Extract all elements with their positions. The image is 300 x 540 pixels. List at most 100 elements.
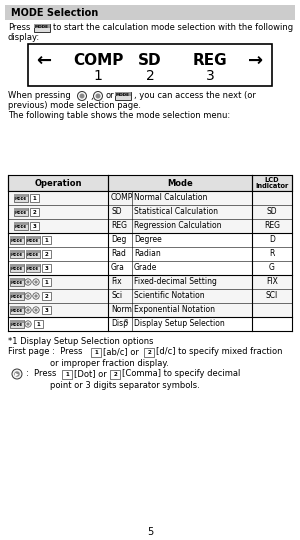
Text: MODE: MODE [11,295,23,299]
FancyBboxPatch shape [110,369,120,379]
FancyBboxPatch shape [8,191,292,205]
Text: MODE: MODE [11,281,23,285]
Text: 1: 1 [33,195,36,200]
FancyBboxPatch shape [42,306,51,314]
Text: →: → [248,52,264,70]
Text: Gra: Gra [111,264,125,273]
Circle shape [26,308,30,312]
Text: D: D [269,235,275,245]
Text: [Dot] or: [Dot] or [74,369,107,379]
FancyBboxPatch shape [91,348,101,356]
FancyBboxPatch shape [34,320,43,328]
Text: 1: 1 [37,321,41,327]
Text: MODE: MODE [27,267,39,271]
FancyBboxPatch shape [10,236,24,244]
Text: ,: , [90,91,93,100]
Text: MODE: MODE [11,267,23,271]
Circle shape [25,293,31,299]
FancyBboxPatch shape [10,320,24,323]
Text: 3: 3 [45,307,48,313]
FancyBboxPatch shape [42,236,51,244]
Text: point or 3 digits separator symbols.: point or 3 digits separator symbols. [50,381,200,389]
Text: SCI: SCI [266,292,278,300]
Text: Sci: Sci [111,292,122,300]
FancyBboxPatch shape [42,278,51,286]
Text: REG: REG [111,221,127,231]
Text: Degree: Degree [134,235,162,245]
Text: 3: 3 [206,69,214,83]
FancyBboxPatch shape [34,24,50,28]
Text: Grade: Grade [134,264,158,273]
Text: 1: 1 [45,238,48,242]
Text: R: R [269,249,275,259]
Text: 2: 2 [113,372,117,376]
Text: *1 Display Setup Selection options: *1 Display Setup Selection options [8,336,154,346]
Circle shape [25,279,31,285]
FancyBboxPatch shape [5,5,295,20]
Text: previous) mode selection page.: previous) mode selection page. [8,102,141,111]
Text: Normal Calculation: Normal Calculation [134,193,207,202]
Text: or improper fraction display.: or improper fraction display. [50,359,169,368]
FancyBboxPatch shape [10,264,24,272]
Text: :  Press: : Press [26,369,56,379]
FancyBboxPatch shape [28,44,272,86]
Text: First page :  Press: First page : Press [8,348,82,356]
Circle shape [34,294,38,298]
Text: Display Setup Selection: Display Setup Selection [134,320,225,328]
Text: 1: 1 [94,69,102,83]
Text: SD: SD [138,53,162,68]
Circle shape [25,307,31,313]
FancyBboxPatch shape [10,292,24,295]
Text: to start the calculation mode selection with the following: to start the calculation mode selection … [53,24,293,32]
Text: SD: SD [267,207,277,217]
Text: 3: 3 [33,224,36,228]
Text: Regression Calculation: Regression Calculation [134,221,221,231]
Circle shape [25,321,31,327]
Circle shape [33,307,39,313]
FancyBboxPatch shape [10,250,24,253]
FancyBboxPatch shape [8,317,292,331]
FancyBboxPatch shape [30,222,39,230]
FancyBboxPatch shape [8,275,292,289]
Text: MODE: MODE [116,93,130,97]
FancyBboxPatch shape [8,175,292,191]
Text: [Comma] to specify decimal: [Comma] to specify decimal [122,369,240,379]
Text: Radian: Radian [134,249,161,259]
Text: ←: ← [36,52,52,70]
Text: Deg: Deg [111,235,126,245]
Circle shape [94,91,103,100]
Circle shape [14,372,20,377]
Text: MODE: MODE [15,211,27,214]
Text: 5: 5 [147,527,153,537]
Circle shape [95,93,101,98]
FancyBboxPatch shape [42,292,51,300]
FancyBboxPatch shape [26,236,40,239]
Text: 2: 2 [147,349,151,354]
FancyBboxPatch shape [14,208,28,211]
Text: MODE: MODE [27,239,39,242]
Circle shape [77,91,86,100]
FancyBboxPatch shape [10,264,24,267]
FancyBboxPatch shape [26,264,40,272]
Text: or: or [106,91,115,100]
Text: 2: 2 [146,69,154,83]
Text: REG: REG [264,221,280,231]
Text: display:: display: [8,33,40,43]
Text: Disp: Disp [111,320,128,328]
FancyBboxPatch shape [8,303,292,317]
FancyBboxPatch shape [10,250,24,258]
Text: 1: 1 [65,372,69,376]
FancyBboxPatch shape [8,219,292,233]
FancyBboxPatch shape [14,208,28,216]
Text: Fixed-decimal Setting: Fixed-decimal Setting [134,278,217,287]
FancyBboxPatch shape [10,306,24,314]
FancyBboxPatch shape [8,205,292,219]
Text: [ab/c] or: [ab/c] or [103,348,139,356]
FancyBboxPatch shape [26,264,40,267]
FancyBboxPatch shape [30,208,39,216]
Text: Operation: Operation [34,179,82,187]
Text: *1: *1 [124,319,130,324]
FancyBboxPatch shape [8,233,292,247]
Text: The following table shows the mode selection menu:: The following table shows the mode selec… [8,111,230,120]
Circle shape [33,279,39,285]
